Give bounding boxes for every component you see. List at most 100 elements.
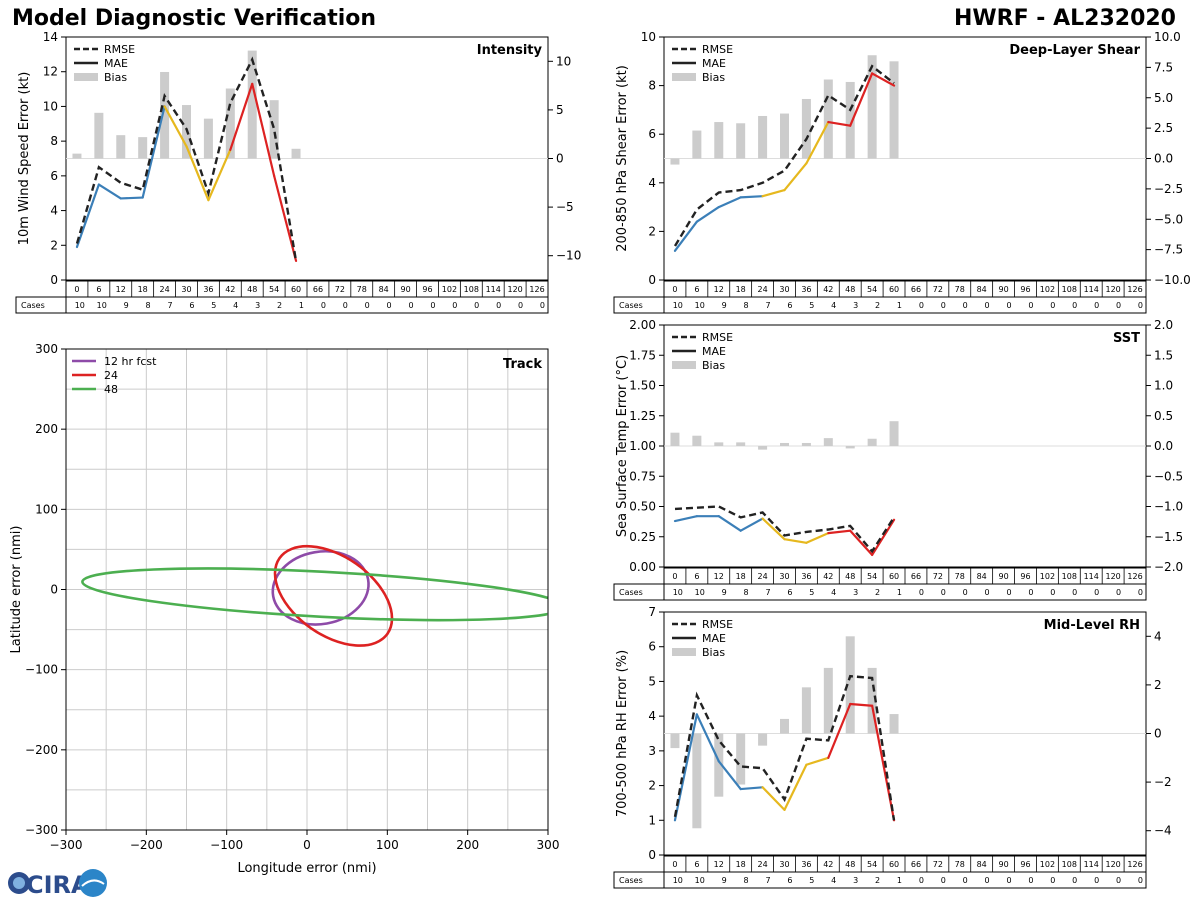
shear-case-count: 10 [673, 301, 683, 310]
sst-case-count: 10 [695, 588, 705, 597]
intensity-hour-label: 108 [464, 285, 479, 294]
intensity-hour-label: 30 [181, 285, 191, 294]
sst-bias-bar [758, 446, 768, 450]
intensity-bias-bar [247, 50, 257, 159]
shear-case-count: 0 [919, 301, 924, 310]
intensity-cases-label: Cases [21, 301, 45, 310]
shear-bias-bar [823, 79, 833, 159]
rh-y2tick-label: −2 [1154, 775, 1172, 789]
track-xlabel: Longitude error (nmi) [237, 861, 376, 876]
shear-bias-bar [758, 115, 768, 159]
intensity-hour-label: 42 [225, 285, 235, 294]
shear-case-count: 0 [1072, 301, 1077, 310]
rh-hour-label: 60 [889, 860, 899, 869]
intensity-hour-label: 96 [422, 285, 432, 294]
track-ellipse-2 [81, 567, 561, 622]
sst-hour-label: 96 [1020, 572, 1030, 581]
shear-mae-segment [673, 220, 698, 252]
track-legend-label-2: 48 [104, 383, 118, 396]
intensity-hour-label: 24 [159, 285, 169, 294]
sst-case-count: 10 [673, 588, 683, 597]
sst-mae-segment [739, 517, 764, 532]
intensity-bias-bar [269, 100, 279, 159]
sst-case-count: 0 [1050, 588, 1055, 597]
sst-ylabel: Sea Surface Temp Error (°C) [615, 355, 630, 537]
sst-mae-segment [871, 518, 896, 557]
shear-case-count: 8 [744, 301, 749, 310]
rh-title: Mid-Level RH [1044, 618, 1140, 633]
rh-hour-label: 42 [823, 860, 833, 869]
shear-legend-bias: Bias [702, 71, 725, 84]
rh-hour-label: 30 [779, 860, 789, 869]
intensity-case-count: 0 [387, 301, 392, 310]
intensity-hour-label: 18 [138, 285, 148, 294]
intensity-hour-label: 12 [116, 285, 126, 294]
sst-hour-label: 126 [1127, 572, 1142, 581]
rh-case-count: 2 [875, 876, 880, 885]
sst-case-count: 0 [1116, 588, 1121, 597]
sst-ytick-label: 0.75 [629, 469, 656, 483]
shear-y2tick-label: −7.5 [1154, 243, 1183, 257]
rh-hour-label: 120 [1105, 860, 1120, 869]
model-storm-title: HWRF - AL232020 [954, 6, 1176, 31]
intensity-ytick-label: 0 [50, 273, 58, 287]
rh-case-count: 5 [809, 876, 814, 885]
sst-mae-segment [827, 529, 852, 535]
rh-case-count: 8 [744, 876, 749, 885]
sst-mae-segment [849, 529, 874, 557]
sst-ytick-label: 1.75 [629, 348, 656, 362]
sst-hour-label: 6 [694, 572, 699, 581]
intensity-hour-label: 78 [357, 285, 367, 294]
intensity-legend-mae: MAE [104, 57, 128, 70]
rh-hour-label: 6 [694, 860, 699, 869]
sst-hour-label: 90 [998, 572, 1008, 581]
shear-bias-bar [867, 55, 877, 159]
rh-hour-label: 90 [998, 860, 1008, 869]
shear-y2tick-label: −10.0 [1154, 273, 1191, 287]
rh-hour-label: 96 [1020, 860, 1030, 869]
track-ylabel: Latitude error (nmi) [9, 526, 24, 654]
track-ytick-label: −300 [25, 823, 58, 837]
shear-ytick-label: 0 [648, 273, 656, 287]
intensity-mae-segment [251, 82, 276, 177]
rh-legend-bias-swatch [672, 648, 696, 656]
rh-case-count: 0 [919, 876, 924, 885]
intensity-mae-segment [163, 105, 188, 148]
rh-ytick-label: 6 [648, 640, 656, 654]
rh-hour-label: 36 [801, 860, 811, 869]
rh-ytick-label: 7 [648, 605, 656, 619]
shear-case-count: 5 [809, 301, 814, 310]
shear-y2tick-label: −5.0 [1154, 212, 1183, 226]
sst-hour-label: 108 [1062, 572, 1077, 581]
intensity-mae-segment [141, 105, 166, 199]
rh-legend-bias: Bias [702, 646, 725, 659]
intensity-case-count: 0 [452, 301, 457, 310]
rh-case-count: 4 [831, 876, 836, 885]
rh-hour-label: 126 [1127, 860, 1142, 869]
shear-hour-label: 96 [1020, 285, 1030, 294]
intensity-mae-segment [119, 196, 144, 200]
shear-y2tick-label: 2.5 [1154, 121, 1173, 135]
sst-ytick-label: 2.00 [629, 318, 656, 332]
rh-hour-label: 0 [672, 860, 677, 869]
rh-case-count: 0 [1050, 876, 1055, 885]
rh-ytick-label: 0 [648, 848, 656, 862]
shear-case-count: 0 [985, 301, 990, 310]
intensity-hour-label: 120 [507, 285, 522, 294]
rh-hour-label: 12 [714, 860, 724, 869]
intensity-ylabel: 10m Wind Speed Error (kt) [17, 72, 32, 246]
rh-bias-bar [889, 714, 899, 734]
intensity-hour-label: 84 [379, 285, 389, 294]
shear-hour-label: 36 [801, 285, 811, 294]
sst-bias-bar [845, 446, 855, 449]
track-plot [66, 349, 548, 830]
rh-y2tick-label: 2 [1154, 678, 1162, 692]
intensity-case-count: 0 [343, 301, 348, 310]
shear-legend-mae: MAE [702, 57, 726, 70]
intensity-case-count: 0 [474, 301, 479, 310]
rh-case-count: 0 [1006, 876, 1011, 885]
intensity-title: Intensity [477, 43, 543, 58]
shear-bias-bar [692, 130, 702, 159]
shear-y2tick-label: 10.0 [1154, 30, 1181, 44]
shear-y2tick-label: 7.5 [1154, 60, 1173, 74]
